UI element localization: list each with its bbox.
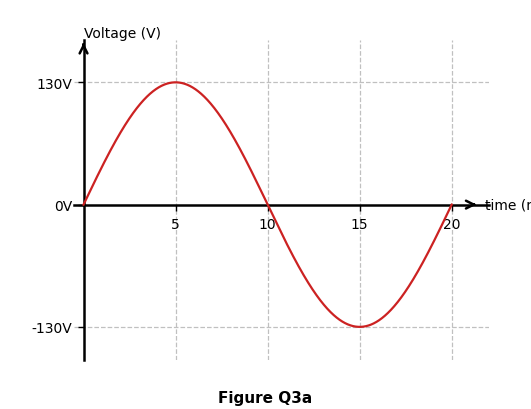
Text: time (ms): time (ms) xyxy=(485,198,531,212)
Text: Figure Q3a: Figure Q3a xyxy=(218,390,313,405)
Text: Voltage (V): Voltage (V) xyxy=(83,27,160,41)
